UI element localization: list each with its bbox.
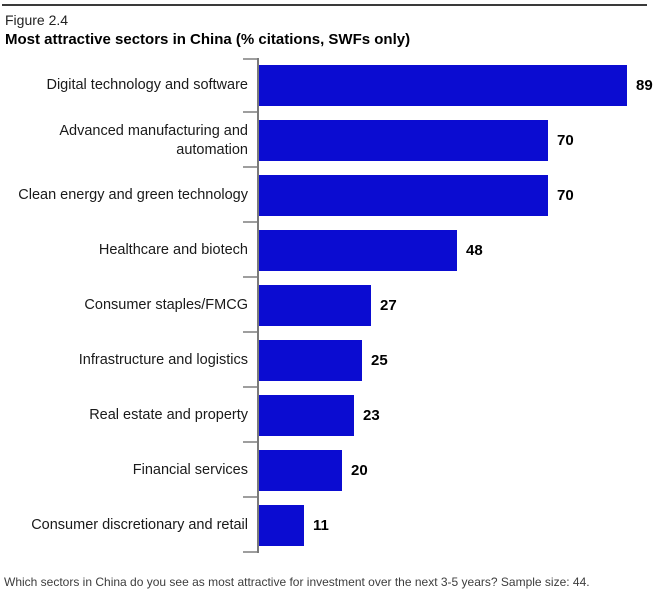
bar [259,340,362,381]
y-axis-line [257,58,259,553]
chart-row: Real estate and property 23 [0,388,668,443]
figure-number: Figure 2.4 [5,12,69,28]
category-label: Infrastructure and logistics [78,352,248,368]
bar [259,120,548,161]
axis-tick [243,58,257,60]
chart-title: Most attractive sectors in China (% cita… [5,31,411,48]
axis-tick [243,496,257,498]
top-rule [2,4,647,6]
value-label: 27 [380,297,397,314]
bar [259,65,627,106]
chart-row: Healthcare and biotech 48 [0,223,668,278]
category-label: Financial services [132,462,248,478]
value-label: 25 [371,352,388,369]
value-label: 89 [636,77,653,94]
category-label: Clean energy and green technology [18,187,248,203]
bar [259,505,304,546]
category-label: Advanced manufacturing and automation [59,122,248,158]
axis-tick [243,331,257,333]
category-label: Consumer staples/FMCG [84,297,248,313]
axis-tick [243,441,257,443]
chart-row: Consumer discretionary and retail 11 [0,498,668,553]
axis-tick [243,551,257,553]
value-label: 20 [351,462,368,479]
value-label: 11 [313,517,329,534]
chart-row: Clean energy and green technology 70 [0,168,668,223]
category-label: Healthcare and biotech [98,242,248,258]
axis-tick [243,221,257,223]
axis-tick [243,276,257,278]
axis-tick [243,386,257,388]
category-label: Consumer discretionary and retail [31,517,248,533]
category-label: Real estate and property [89,407,248,423]
axis-tick [243,111,257,113]
value-label: 70 [557,187,574,204]
category-label: Digital technology and software [46,77,248,93]
footnote: Which sectors in China do you see as mos… [4,575,590,589]
bar [259,285,371,326]
chart-row: Financial services 20 [0,443,668,498]
bar [259,230,457,271]
value-label: 23 [363,407,380,424]
chart-row: Consumer staples/FMCG 27 [0,278,668,333]
chart-row: Advanced manufacturing and automation 70 [0,113,668,168]
bar-chart: Digital technology and software 89 Advance… [0,58,668,553]
bar [259,175,548,216]
chart-row: Infrastructure and logistics 25 [0,333,668,388]
bar [259,450,342,491]
bar [259,395,354,436]
chart-row: Digital technology and software 89 [0,58,668,113]
value-label: 70 [557,132,574,149]
axis-tick [243,166,257,168]
value-label: 48 [466,242,483,259]
